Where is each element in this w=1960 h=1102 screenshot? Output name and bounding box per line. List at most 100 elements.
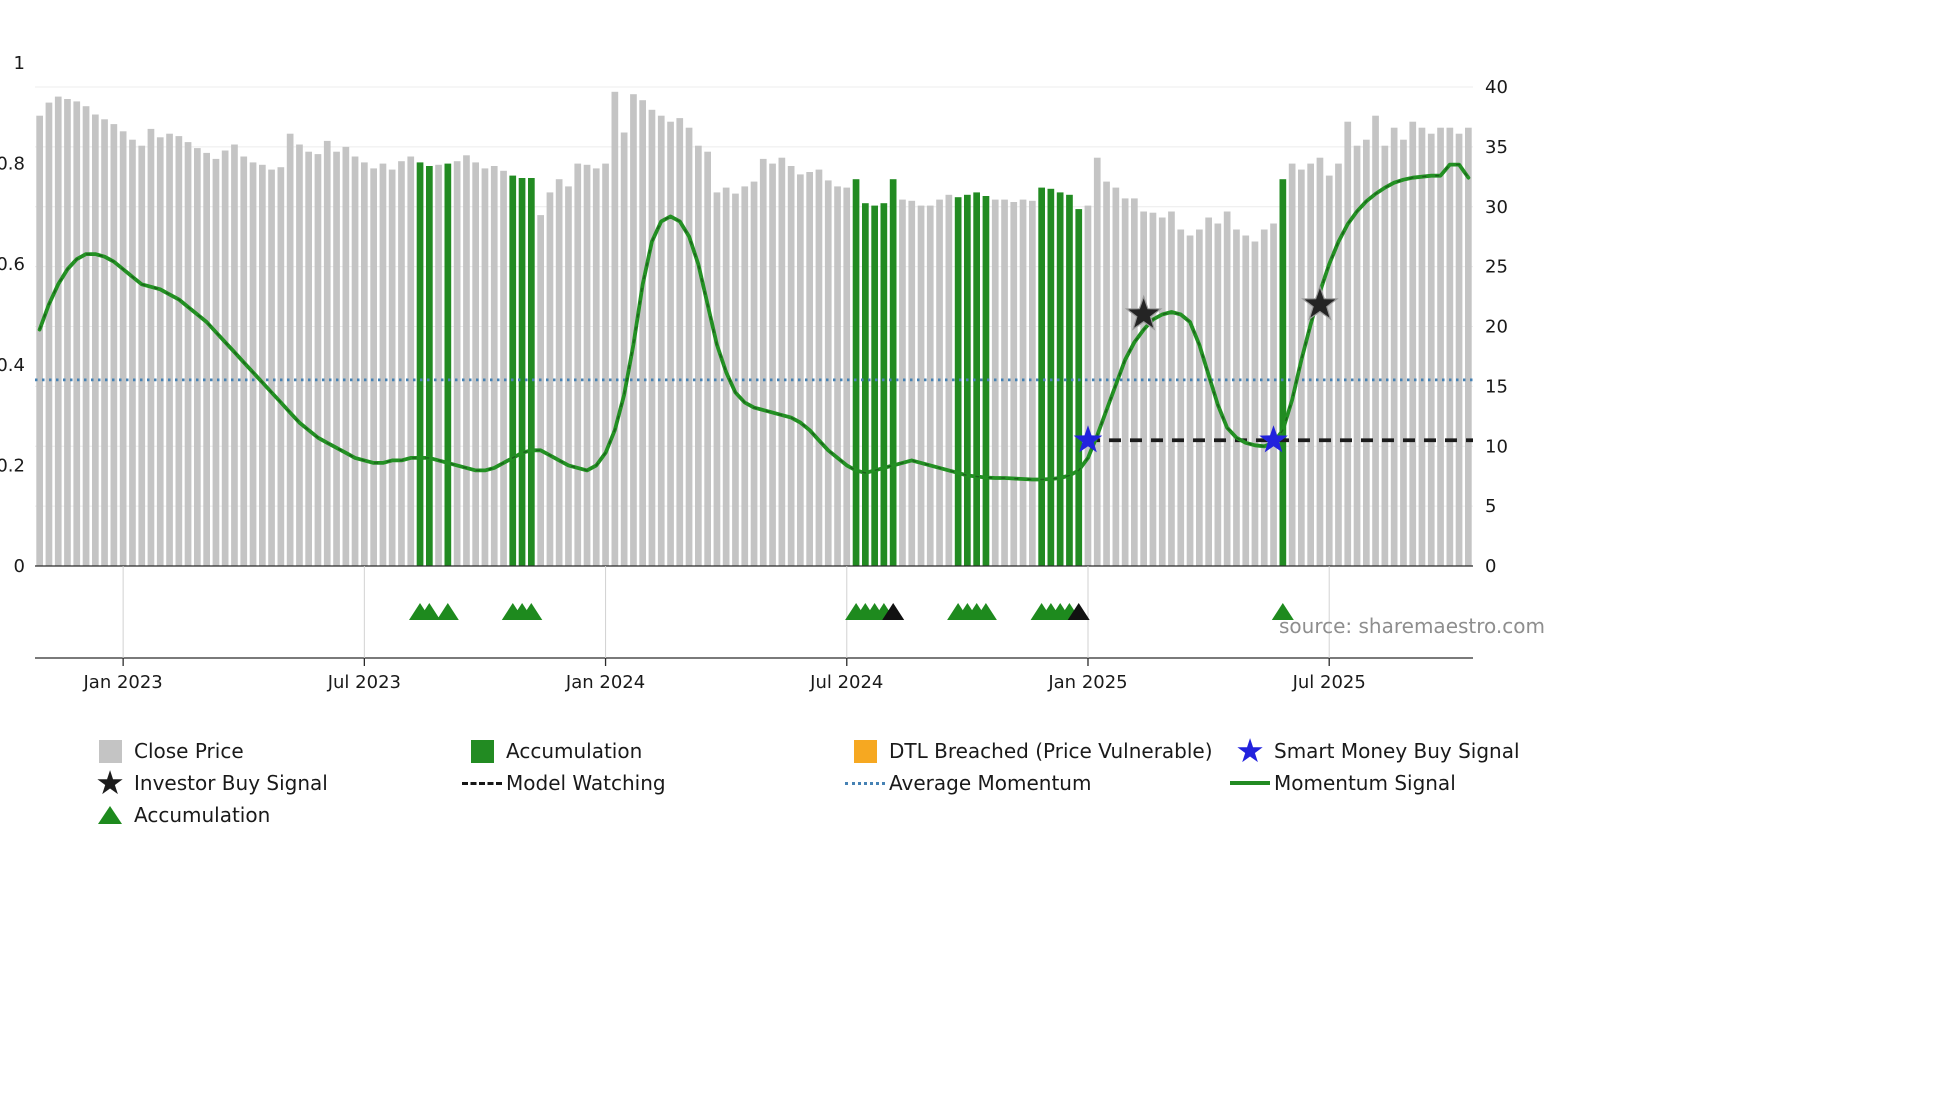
close-price-bar bbox=[1335, 163, 1342, 566]
blue-star bbox=[1235, 738, 1265, 764]
legend-item-dtl-breached-price-vulnerable: DTL Breached (Price Vulnerable) bbox=[843, 738, 1228, 764]
close-price-bar bbox=[1158, 217, 1166, 566]
close-price-bar bbox=[899, 199, 906, 566]
close-price-bar bbox=[1325, 175, 1333, 566]
close-price-bar bbox=[648, 109, 656, 567]
green-triangle bbox=[98, 806, 122, 824]
close-price-bar bbox=[704, 151, 711, 566]
legend-item-model-watching: Model Watching bbox=[460, 770, 843, 796]
close-price-bar bbox=[574, 163, 582, 566]
close-price-bar bbox=[435, 164, 442, 567]
close-price-bar bbox=[546, 192, 554, 566]
close-price-bar bbox=[1316, 157, 1324, 566]
close-price-bar bbox=[500, 170, 507, 567]
accumulation-bar bbox=[1075, 209, 1083, 566]
close-price-bar bbox=[1084, 205, 1092, 566]
close-price-bar bbox=[472, 162, 479, 566]
close-price-bar bbox=[1465, 127, 1472, 566]
close-price-bar bbox=[769, 163, 776, 566]
close-price-bar bbox=[361, 162, 368, 566]
close-price-bar bbox=[1390, 127, 1398, 566]
green-solid-line-icon bbox=[1228, 770, 1272, 796]
close-price-bar bbox=[1288, 163, 1296, 566]
close-price-bar bbox=[1093, 157, 1101, 566]
close-price-bar bbox=[1353, 145, 1361, 566]
accumulation-bar bbox=[528, 178, 535, 566]
close-price-bar bbox=[1363, 139, 1370, 566]
close-price-bar bbox=[1140, 211, 1147, 566]
legend-label: Investor Buy Signal bbox=[134, 771, 328, 795]
legend-column-2: Accumulation Model Watching bbox=[460, 738, 843, 828]
close-price-bar bbox=[351, 156, 359, 566]
blue-dotted-line bbox=[845, 781, 885, 785]
close-price-bar bbox=[843, 187, 851, 566]
close-price-bar bbox=[203, 152, 210, 566]
close-price-bar bbox=[1260, 229, 1268, 566]
close-price-bar bbox=[370, 168, 377, 566]
close-price-bar bbox=[639, 100, 646, 566]
close-price-bar bbox=[1344, 121, 1352, 566]
legend-item-accumulation: Accumulation bbox=[88, 802, 460, 828]
black-triangle-icon bbox=[882, 603, 905, 620]
close-price-bar bbox=[1177, 229, 1185, 566]
black-star-icon bbox=[88, 770, 132, 796]
source-note: source: sharemaestro.com bbox=[1279, 614, 1545, 638]
close-price-bars bbox=[36, 91, 1472, 567]
accumulation-bar bbox=[871, 205, 878, 566]
right-tick-label: 5 bbox=[1485, 496, 1496, 517]
close-price-bar bbox=[305, 151, 312, 566]
close-price-bar bbox=[82, 106, 90, 566]
close-price-bar bbox=[565, 186, 572, 566]
legend-item-investor-buy-signal: Investor Buy Signal bbox=[88, 770, 460, 796]
close-price-bar bbox=[685, 127, 693, 566]
close-price-bar bbox=[64, 99, 71, 566]
accumulation-bar bbox=[852, 179, 860, 566]
close-price-bar bbox=[1168, 211, 1175, 566]
x-tick-label: Jul 2025 bbox=[1292, 672, 1366, 693]
close-price-bar bbox=[917, 205, 925, 566]
close-price-bar bbox=[991, 199, 999, 566]
legend-item-average-momentum: Average Momentum bbox=[843, 770, 1228, 796]
close-price-bar bbox=[1455, 133, 1463, 566]
accumulation-bar bbox=[954, 197, 962, 566]
legend-column-3: DTL Breached (Price Vulnerable) Average M… bbox=[843, 738, 1228, 828]
orange-square bbox=[853, 739, 877, 763]
accumulation-bar bbox=[982, 196, 990, 566]
right-tick-label: 30 bbox=[1485, 197, 1508, 218]
close-price-bar bbox=[945, 194, 953, 567]
blue-star-icon bbox=[1228, 738, 1272, 764]
close-price-bar bbox=[314, 154, 322, 566]
accumulation-bar bbox=[518, 178, 526, 566]
orange-square-icon bbox=[843, 738, 887, 764]
black-dashed-line bbox=[462, 781, 502, 785]
close-price-bar bbox=[323, 140, 331, 566]
close-price-bar bbox=[73, 101, 81, 567]
close-price-bar bbox=[555, 179, 563, 566]
close-price-bar bbox=[296, 144, 303, 566]
close-price-bar bbox=[592, 168, 600, 566]
close-price-bar bbox=[259, 164, 266, 567]
left-tick-label: 1 bbox=[14, 53, 25, 74]
legend-item-momentum-signal: Momentum Signal bbox=[1228, 770, 1520, 796]
close-price-bar bbox=[453, 161, 461, 566]
accumulation-bar bbox=[1038, 187, 1045, 566]
black-triangle-markers bbox=[882, 603, 1090, 620]
close-price-bar bbox=[1400, 139, 1407, 566]
right-tick-label: 25 bbox=[1485, 257, 1508, 278]
close-price-bar bbox=[249, 162, 257, 566]
close-price-bar bbox=[231, 144, 238, 566]
legend-label: Average Momentum bbox=[889, 771, 1092, 795]
close-price-bar bbox=[602, 163, 609, 566]
close-price-bar bbox=[388, 169, 396, 566]
legend-label: Model Watching bbox=[506, 771, 666, 795]
close-price-bar bbox=[286, 133, 294, 566]
close-price-bar bbox=[407, 156, 415, 566]
x-tick-label: Jan 2025 bbox=[1047, 672, 1127, 693]
close-price-bar bbox=[657, 115, 665, 566]
accumulation-bar bbox=[1279, 179, 1287, 566]
close-price-bar bbox=[1010, 202, 1018, 566]
close-price-bar bbox=[194, 148, 201, 566]
legend-label: Close Price bbox=[134, 739, 244, 763]
accumulation-bar bbox=[889, 179, 897, 566]
